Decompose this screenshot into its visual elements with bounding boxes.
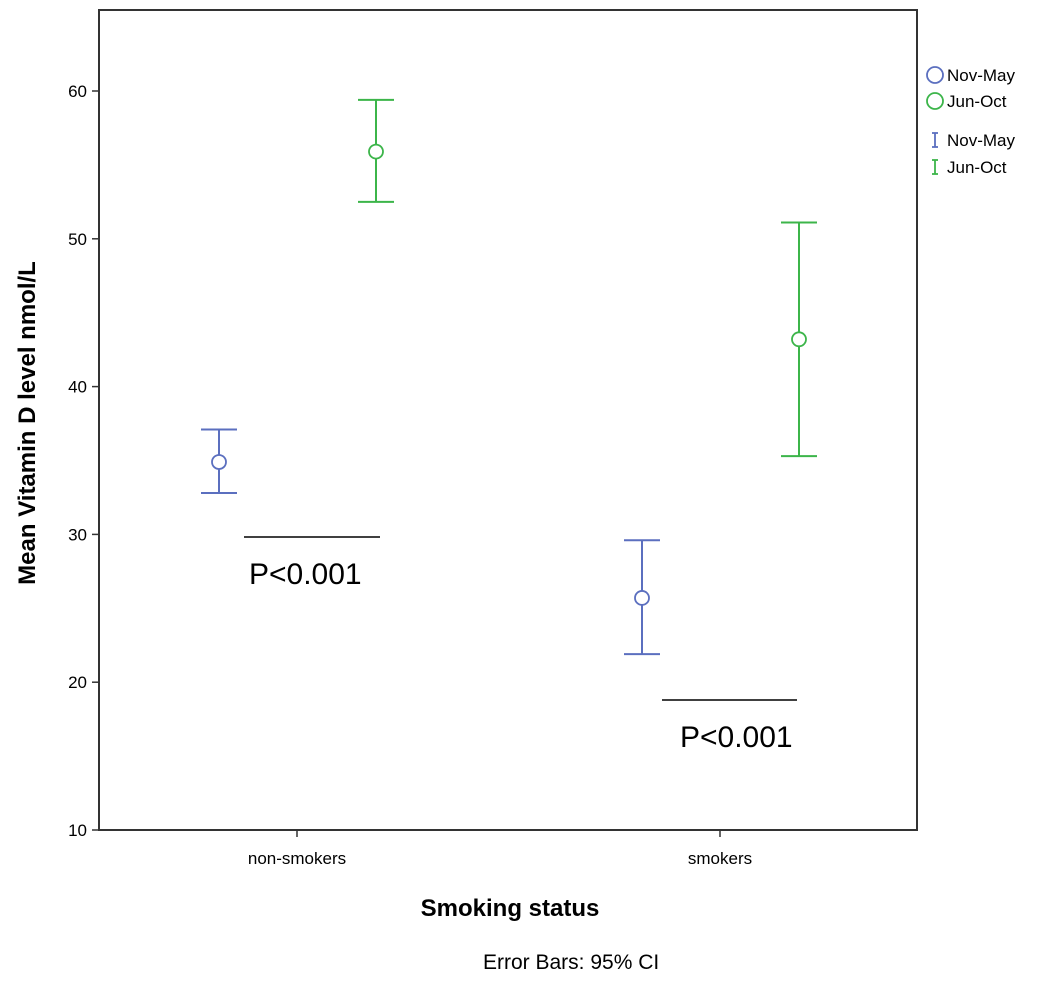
error-bar-group <box>201 428 237 495</box>
legend-label: Nov-May <box>947 66 1016 85</box>
x-axis-title: Smoking status <box>421 895 600 922</box>
error-bar-group <box>624 539 660 656</box>
footnote-text: Error Bars: 95% CI <box>483 951 659 974</box>
legend-label: Jun-Oct <box>947 158 1007 177</box>
plot-frame <box>98 9 918 831</box>
annotation-pvalue: P<0.001 <box>680 721 793 754</box>
y-tick-label: 50 <box>68 230 87 249</box>
y-tick-label: 40 <box>68 378 87 397</box>
mean-marker <box>368 143 384 160</box>
legend: Nov-May Jun-Oct Nov-May Jun-Oct <box>926 66 1016 177</box>
legend-label: Jun-Oct <box>947 92 1007 111</box>
annotation-pvalue: P<0.001 <box>249 558 362 591</box>
y-tick-label: 20 <box>68 673 87 692</box>
legend-error-bar-icon <box>932 159 938 175</box>
mean-marker <box>211 454 227 470</box>
error-bar-group <box>781 221 817 458</box>
mean-marker <box>791 331 807 348</box>
annotation-non-smokers: P<0.001 <box>244 536 380 591</box>
legend-marker-icon <box>926 66 944 84</box>
y-axis: 10 20 30 40 50 60 <box>68 82 99 840</box>
x-tick-label: smokers <box>688 849 752 868</box>
legend-error-bar-icon <box>932 132 938 148</box>
error-bar-group <box>358 98 394 203</box>
legend-label: Nov-May <box>947 131 1016 150</box>
legend-marker-icon <box>926 92 944 110</box>
data-marks <box>201 98 817 656</box>
y-tick-label: 10 <box>68 821 87 840</box>
y-tick-label: 60 <box>68 82 87 101</box>
annotation-smokers: P<0.001 <box>662 699 797 754</box>
y-tick-label: 30 <box>68 525 87 544</box>
x-axis: non-smokers smokers <box>248 830 752 868</box>
y-axis-title: Mean Vitamin D level nmol/L <box>14 261 41 585</box>
mean-marker <box>634 590 650 606</box>
x-tick-label: non-smokers <box>248 849 346 868</box>
